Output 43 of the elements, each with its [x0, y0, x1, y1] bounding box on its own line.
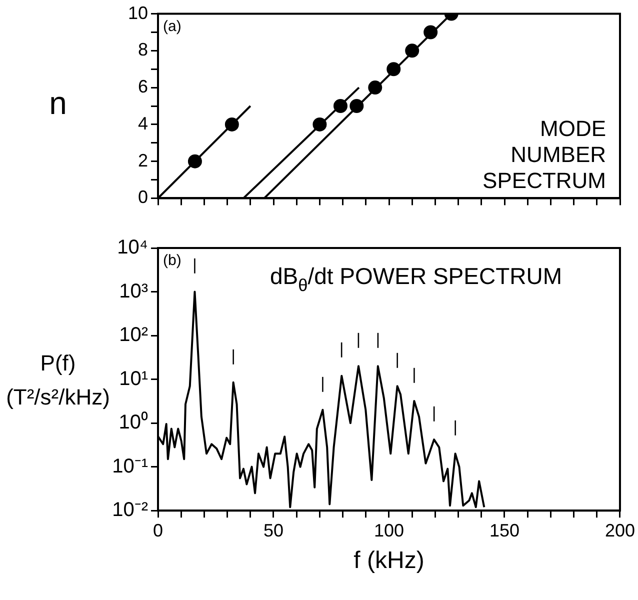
point	[333, 99, 348, 113]
annotation: |	[453, 419, 458, 436]
point	[188, 154, 202, 168]
annotation: |	[412, 366, 416, 384]
y-tick-label: 10⁰	[118, 410, 148, 434]
y-tick-label: 2	[138, 150, 148, 170]
point	[224, 117, 239, 132]
x-tick-label: 200	[604, 520, 636, 540]
y-axis-title: P(f) (T²/s²/kHz)	[6, 350, 110, 410]
annotation: |	[320, 375, 325, 392]
y-axis-title: n	[49, 85, 67, 121]
point	[368, 80, 382, 95]
y-tick-label: 6	[138, 76, 148, 97]
y-tick-label: 10¹	[119, 368, 148, 390]
annotation: |	[231, 348, 236, 365]
y-tick-label: 0	[138, 187, 148, 208]
annotation: |	[192, 257, 197, 274]
point	[350, 99, 364, 113]
annotation: |	[376, 332, 380, 349]
annotation: |	[356, 332, 361, 349]
annotation: |	[432, 404, 436, 422]
x-tick-label: 100	[374, 520, 404, 540]
annotation: (a)	[163, 18, 182, 35]
y-tick-label: 8	[138, 40, 148, 60]
annotation: |	[340, 341, 344, 358]
x-tick-label: 150	[489, 520, 520, 540]
point	[405, 44, 420, 58]
y-tick-label: 10	[128, 2, 148, 23]
y-tick-label: 10²	[119, 324, 148, 346]
y-tick-label: 4	[138, 113, 148, 134]
point	[386, 62, 401, 76]
y-tick-label: 10⁴	[117, 236, 148, 259]
x-axis-title: f (kHz)	[354, 547, 424, 574]
y-tick-label: 10⁻¹	[112, 455, 148, 478]
annotation: (b)	[163, 252, 182, 269]
text: MODE NUMBER SPECTRUM	[482, 116, 606, 194]
x-tick-label: 50	[263, 520, 284, 540]
point	[424, 25, 438, 40]
y-tick-label: 10³	[119, 280, 148, 302]
y-tick-label: 10⁻²	[112, 499, 148, 522]
annotation: |	[395, 351, 400, 368]
point	[312, 117, 327, 132]
x-tick-label: 0	[152, 520, 164, 540]
